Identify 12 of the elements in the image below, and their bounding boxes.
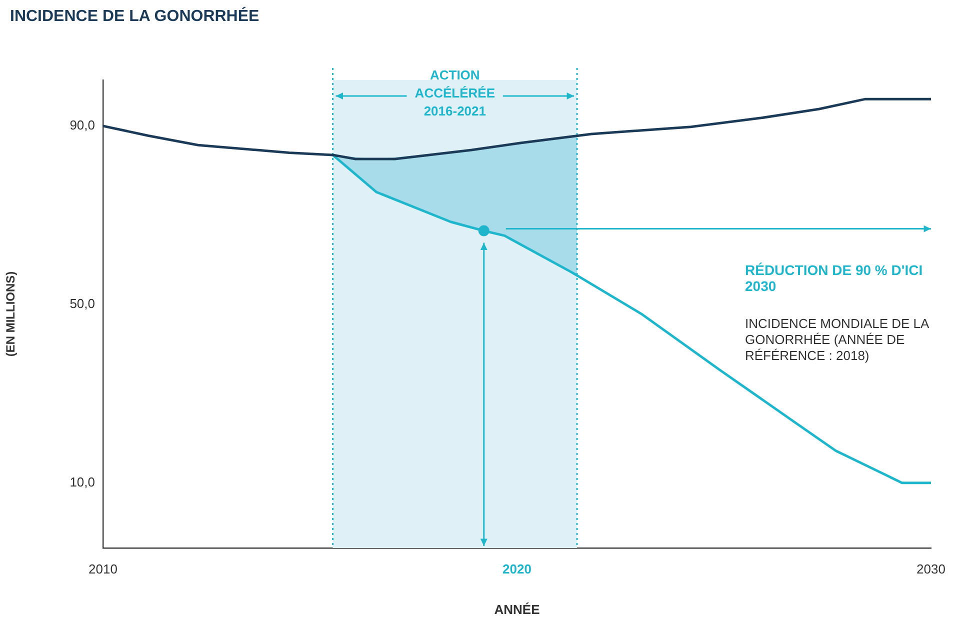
band-label: ACTION ACCÉLÉRÉE 2016-2021	[414, 68, 496, 119]
y-tick-label: 90,0	[70, 118, 95, 133]
x-tick-label: 2010	[88, 561, 118, 576]
x-tick-label: 2030	[916, 561, 946, 576]
x-axis-title: ANNÉE	[494, 602, 540, 617]
x-tick-label: 2020	[502, 561, 532, 576]
y-tick-label: 50,0	[70, 296, 95, 311]
annotation: INCIDENCE MONDIALE DE LA GONORRHÉE (ANNÉE DE RÉFÉRENCE : 2018)	[745, 316, 930, 364]
y-axis-title: (EN MILLIONS)	[4, 271, 18, 357]
chart-title: INCIDENCE DE LA GONORRHÉE	[10, 8, 260, 26]
annotation: RÉDUCTION DE 90 % D'ICI 2030	[745, 262, 924, 294]
y-tick-label: 10,0	[70, 474, 95, 490]
